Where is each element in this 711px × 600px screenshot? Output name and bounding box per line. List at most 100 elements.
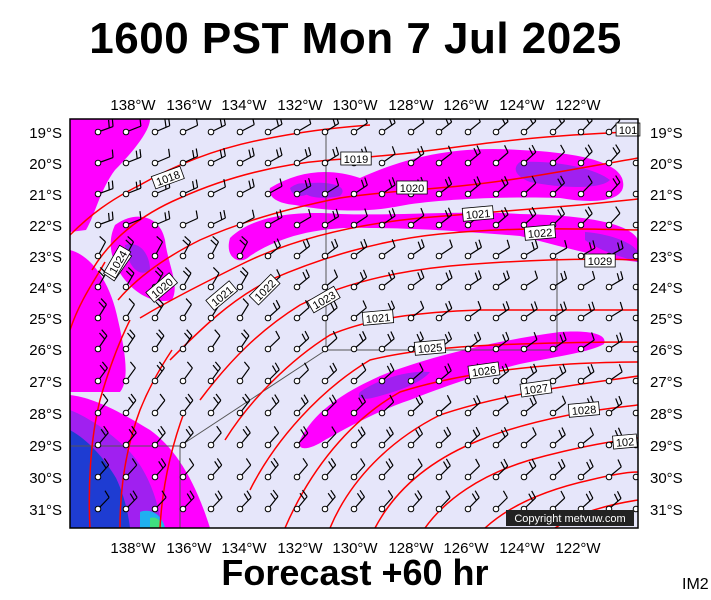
wind-barb	[122, 298, 135, 322]
rain-band-central	[228, 212, 638, 262]
wind-barb	[464, 119, 481, 136]
rain-band-south	[299, 331, 605, 449]
lat-tick-label-left: 20°S	[29, 156, 62, 173]
wind-barb	[293, 300, 310, 322]
wind-barb	[264, 457, 279, 481]
wind-barb	[179, 329, 193, 353]
wind-barb	[264, 394, 280, 417]
isobar-west-c	[119, 349, 173, 528]
lat-tick-label-right: 19°S	[650, 125, 683, 142]
wind-barb	[179, 267, 192, 291]
isobar-1027	[329, 375, 638, 528]
wind-barb	[179, 490, 195, 513]
svg-text:1021: 1021	[365, 312, 390, 326]
wind-barb	[378, 458, 394, 481]
wind-barb	[122, 149, 142, 167]
wind-barb	[350, 489, 366, 513]
rain-patch-west	[70, 119, 150, 232]
wind-barb	[321, 238, 339, 260]
svg-text:1021: 1021	[465, 208, 490, 222]
wind-barb	[492, 363, 510, 385]
wind-barb	[207, 393, 222, 417]
wind-barb	[407, 458, 423, 481]
wind-barb	[293, 238, 311, 260]
lat-tick-label-right: 27°S	[650, 374, 683, 391]
wind-barb	[293, 269, 310, 291]
wind-barb	[350, 362, 367, 385]
lat-tick-label-right: 25°S	[650, 311, 683, 328]
lon-tick-label-bottom: 124°W	[499, 540, 545, 557]
wind-barb	[94, 235, 107, 260]
wind-barb	[605, 332, 623, 353]
lat-tick-label-right: 29°S	[650, 438, 683, 455]
wind-barb	[179, 119, 199, 136]
wind-barb	[520, 119, 537, 136]
wind-barb	[94, 458, 110, 481]
lon-tick-label-bottom: 126°W	[443, 540, 489, 557]
wind-barb	[207, 361, 221, 385]
wind-barb	[151, 458, 167, 481]
lat-tick-label-left: 23°S	[29, 249, 62, 266]
wind-barb	[321, 269, 339, 291]
wind-barb	[321, 489, 336, 513]
wind-barb	[179, 458, 195, 481]
isobar-label: 102	[612, 433, 638, 450]
wind-barb	[577, 332, 595, 353]
longitude-ticks-bottom: 138°W 136°W 134°W 132°W 130°W 128°W 126°W 124°W…	[110, 540, 601, 557]
wind-barb	[520, 427, 537, 449]
wind-barb	[321, 394, 337, 417]
wind-barb	[321, 426, 337, 449]
isobar-label: 1023	[306, 285, 341, 314]
lat-tick-label-right: 22°S	[650, 218, 683, 235]
wind-barb	[151, 329, 165, 353]
wind-barb	[350, 458, 366, 481]
wind-barb	[577, 459, 594, 481]
rain-band-central-core	[585, 232, 638, 262]
wind-barb	[293, 119, 312, 136]
wind-barb	[435, 458, 451, 481]
wind-barb	[122, 180, 142, 198]
wind-barb	[464, 331, 482, 353]
isobar-1018	[70, 124, 371, 236]
wind-barb	[407, 490, 423, 513]
isobar-label: 1020	[396, 180, 428, 195]
wind-barb	[464, 458, 481, 481]
isobar-label: 1021	[361, 309, 395, 326]
wind-barb	[435, 426, 452, 449]
wind-barb	[632, 345, 638, 353]
wind-barb	[207, 490, 223, 513]
wind-barb	[407, 426, 424, 449]
wind-barb	[435, 207, 453, 229]
wind-barb	[236, 267, 249, 291]
wind-barb	[293, 178, 312, 198]
wind-barb	[94, 490, 110, 513]
wind-barb	[350, 238, 368, 260]
wind-barb	[122, 393, 137, 417]
wind-barb	[605, 119, 621, 136]
wind-barb	[464, 395, 481, 417]
wind-barb	[293, 489, 308, 513]
wind-barb	[464, 239, 483, 260]
lat-tick-label-left: 25°S	[29, 311, 62, 328]
wind-barb	[207, 210, 226, 229]
wind-barb	[549, 301, 567, 322]
wind-barb	[492, 426, 509, 449]
precipitation-layer	[70, 119, 638, 528]
wind-barb	[632, 283, 638, 291]
lon-tick-label-bottom: 134°W	[221, 540, 267, 557]
lat-tick-label-right: 23°S	[650, 249, 683, 266]
wind-barb	[492, 301, 510, 322]
svg-text:1019: 1019	[344, 154, 368, 166]
lat-tick-label-left: 29°S	[29, 438, 62, 455]
copyright-box	[506, 510, 634, 526]
wind-barb	[520, 395, 537, 417]
wind-barb	[632, 473, 638, 481]
wind-barb	[407, 394, 424, 417]
wind-barb	[321, 177, 340, 198]
wind-barb	[492, 331, 510, 353]
wind-barb	[520, 206, 537, 229]
grid-diagonal	[179, 349, 327, 447]
wind-barb	[435, 270, 453, 291]
wind-barb	[577, 301, 596, 322]
lat-tick-label-right: 24°S	[650, 280, 683, 297]
